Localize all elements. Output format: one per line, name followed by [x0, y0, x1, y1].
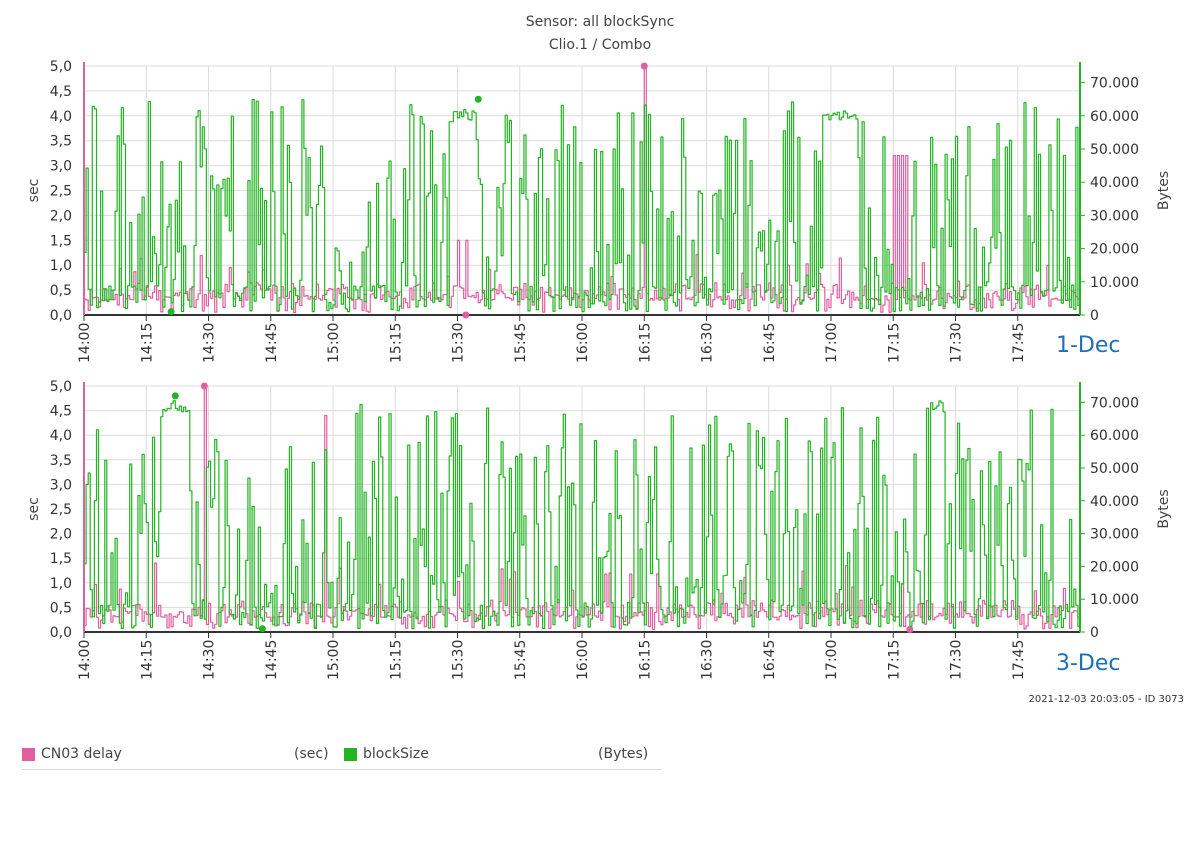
blocksize-max-marker	[474, 95, 482, 103]
y-left-tick-label: 0,5	[50, 283, 72, 299]
y-left-tick-label: 3,0	[50, 477, 72, 493]
y-right-tick-label: 30.000	[1090, 527, 1139, 543]
footer-timestamp: 2021-12-03 20:03:05 - ID 3073	[1028, 694, 1184, 705]
x-tick-label: 16:00	[575, 323, 591, 363]
y-right-tick-label: 30.000	[1090, 208, 1139, 224]
x-tick-label: 16:15	[637, 640, 653, 680]
x-tick-label: 14:45	[264, 640, 280, 680]
y-left-tick-label: 1,5	[50, 233, 72, 249]
blocksize-min-marker	[258, 625, 266, 633]
y-left-tick-label: 5,0	[50, 379, 72, 395]
x-tick-label: 17:15	[886, 323, 902, 363]
delay-max-marker	[640, 62, 648, 70]
y-right-tick-label: 20.000	[1090, 242, 1139, 258]
chart-svg: 0,0 0,5 1,0 1,5 2,0 2,5 3,0 3,5 4,0 4,5 5,0 0 10.000…	[26, 59, 1172, 680]
x-tick-label: 17:45	[1011, 640, 1027, 680]
x-tick-label: 14:45	[264, 323, 280, 363]
y-right-tick-label: 10.000	[1090, 275, 1139, 291]
x-tick-label: 17:00	[824, 640, 840, 680]
legend-label-delay: CN03 delay	[41, 746, 122, 762]
y-left-tick-label: 1,0	[50, 258, 72, 274]
y-right-tick-label: 40.000	[1090, 175, 1139, 191]
x-tick-label: 15:30	[451, 323, 467, 363]
y-left-tick-label: 0,0	[50, 625, 72, 641]
y-right-axis-title: Bytes	[1156, 489, 1172, 528]
chart-title: Sensor: all blockSync	[525, 14, 675, 30]
x-tick-label: 15:15	[388, 640, 404, 680]
x-tick-label: 17:45	[1011, 323, 1027, 363]
x-tick-label: 14:00	[77, 323, 93, 363]
x-tick-label: 14:15	[139, 323, 155, 363]
delay-max-marker	[200, 382, 208, 390]
x-tick-label: 16:45	[762, 640, 778, 680]
chart-subtitle: Clio.1 / Combo	[548, 37, 652, 53]
x-tick-label: 17:30	[949, 640, 965, 680]
y-right-tick-label: 40.000	[1090, 494, 1139, 510]
y-right-tick-label: 0	[1090, 308, 1099, 324]
x-tick-label: 16:30	[700, 640, 716, 680]
day-label-1: 1-Dec	[1056, 333, 1121, 358]
y-left-tick-label: 2,5	[50, 184, 72, 200]
x-tick-label: 15:45	[513, 323, 529, 363]
y-right-tick-label: 50.000	[1090, 142, 1139, 158]
day-label-2: 3-Dec	[1056, 651, 1121, 676]
y-left-tick-label: 2,0	[50, 527, 72, 543]
x-tick-label: 15:00	[326, 323, 342, 363]
y-left-tick-label: 0,0	[50, 308, 72, 324]
y-left-tick-label: 5,0	[50, 59, 72, 75]
x-tick-label: 16:30	[700, 323, 716, 363]
series-line-blocksize	[84, 99, 1081, 313]
legend-swatch-blocksize	[344, 748, 357, 761]
y-right-tick-label: 60.000	[1090, 109, 1139, 125]
legend: CN03 delay (sec) blockSize (Bytes)	[22, 745, 662, 770]
delay-min-marker	[906, 626, 914, 634]
x-tick-label: 15:00	[326, 640, 342, 680]
x-tick-label: 15:30	[451, 640, 467, 680]
y-left-tick-label: 2,0	[50, 208, 72, 224]
legend-swatch-delay	[22, 748, 35, 761]
x-tick-label: 16:00	[575, 640, 591, 680]
x-tick-label: 14:00	[77, 640, 93, 680]
y-left-tick-label: 1,5	[50, 551, 72, 567]
y-left-tick-label: 4,0	[50, 428, 72, 444]
y-left-tick-label: 0,5	[50, 600, 72, 616]
y-left-axis-title: sec	[26, 497, 42, 521]
y-left-tick-label: 4,5	[50, 404, 72, 420]
y-left-tick-label: 2,5	[50, 502, 72, 518]
y-right-tick-label: 60.000	[1090, 428, 1139, 444]
y-left-tick-label: 3,5	[50, 134, 72, 150]
x-tick-label: 17:00	[824, 323, 840, 363]
delay-min-marker	[462, 311, 470, 319]
y-right-tick-label: 50.000	[1090, 461, 1139, 477]
blocksize-min-marker	[167, 308, 175, 316]
x-tick-label: 17:30	[949, 323, 965, 363]
legend-unit-blocksize: (Bytes)	[598, 746, 649, 762]
x-tick-label: 16:45	[762, 323, 778, 363]
y-left-axis-title: sec	[26, 179, 42, 203]
legend-unit-delay: (sec)	[294, 746, 329, 762]
y-right-tick-label: 20.000	[1090, 559, 1139, 575]
x-tick-label: 14:30	[202, 323, 218, 363]
y-left-tick-label: 3,5	[50, 453, 72, 469]
legend-label-blocksize: blockSize	[363, 746, 429, 762]
y-right-tick-label: 70.000	[1090, 76, 1139, 92]
blocksize-max-marker	[171, 392, 179, 400]
x-tick-label: 16:15	[637, 323, 653, 363]
y-right-tick-label: 0	[1090, 625, 1099, 641]
y-left-tick-label: 1,0	[50, 576, 72, 592]
x-tick-label: 15:15	[388, 323, 404, 363]
x-tick-label: 14:15	[139, 640, 155, 680]
x-tick-label: 15:45	[513, 640, 529, 680]
y-right-axis-title: Bytes	[1156, 171, 1172, 210]
series-line-cn03-delay	[84, 65, 1081, 314]
x-tick-label: 17:15	[886, 640, 902, 680]
y-right-tick-label: 70.000	[1090, 395, 1139, 411]
y-left-tick-label: 4,5	[50, 84, 72, 100]
x-tick-label: 14:30	[202, 640, 218, 680]
y-left-tick-label: 3,0	[50, 159, 72, 175]
y-left-tick-label: 4,0	[50, 109, 72, 125]
y-right-tick-label: 10.000	[1090, 592, 1139, 608]
series-line-blocksize	[84, 400, 1081, 630]
